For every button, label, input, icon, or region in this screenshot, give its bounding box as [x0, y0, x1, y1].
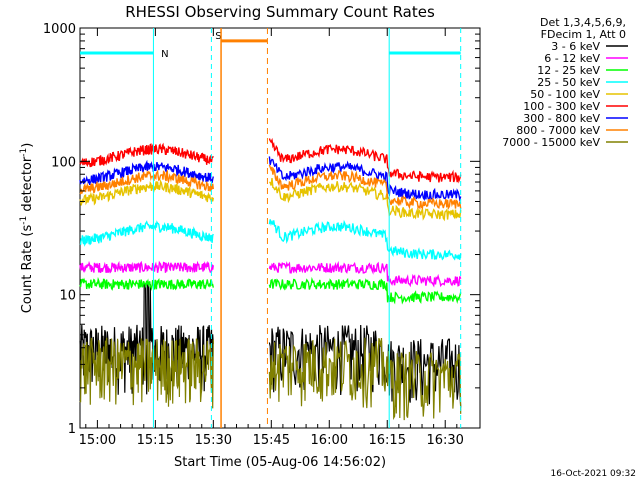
series-25-50-kev	[79, 219, 462, 261]
series-trace	[268, 219, 462, 261]
series-trace	[79, 179, 214, 206]
x-tick-label: 16:15	[369, 433, 406, 448]
x-tick-label: 16:30	[426, 433, 463, 448]
y-axis-label-end: )	[20, 143, 35, 148]
chart-title: RHESSI Observing Summary Count Rates	[125, 3, 435, 21]
axis-ticks: 15:00 15:15 15:30 15:45 16:00 16:15 16:30 1 10 10…	[43, 22, 480, 448]
legend-entry-label: 25 - 50 keV	[537, 76, 600, 89]
legend-entry-label: 12 - 25 keV	[537, 64, 600, 77]
y-axis-label-main: Count Rate (s	[20, 225, 35, 314]
series-800-7000-kev	[79, 164, 462, 211]
saa-label: S	[215, 31, 221, 42]
legend-title: Det 1,3,4,5,6,9,	[540, 16, 626, 29]
series-trace	[268, 164, 462, 211]
y-tick-label: 1000	[43, 22, 76, 37]
legend-entry-label: 6 - 12 keV	[544, 52, 600, 65]
x-tick-label: 16:00	[311, 433, 348, 448]
y-tick-label: 10	[59, 289, 76, 304]
legend: Det 1,3,4,5,6,9,FDecim 1, Att 03 - 6 keV…	[502, 16, 628, 149]
series-trace	[268, 337, 462, 421]
series-trace	[79, 142, 214, 168]
series-trace	[79, 220, 214, 247]
series-50-100-kev	[79, 178, 462, 222]
series-7000-15000-kev	[79, 337, 462, 421]
x-tick-label: 15:00	[79, 433, 116, 448]
series-trace	[268, 276, 462, 305]
x-tick-label: 15:30	[195, 433, 232, 448]
legend-entry-label: 800 - 7000 keV	[516, 124, 600, 137]
y-axis-label-sup2: -1	[19, 148, 29, 157]
legend-entry-label: 7000 - 15000 keV	[502, 136, 600, 149]
timestamp: 16-Oct-2021 09:32	[551, 469, 636, 479]
legend-entry-label: 3 - 6 keV	[551, 40, 600, 53]
series-6-12-kev	[79, 260, 462, 288]
y-axis-label-sup1: -1	[19, 216, 29, 225]
series-trace	[79, 337, 214, 409]
legend-title: FDecim 1, Att 0	[541, 28, 626, 41]
series-100-300-kev	[79, 137, 462, 184]
series-trace	[79, 168, 214, 195]
x-axis-label: Start Time (05-Aug-06 14:56:02)	[174, 455, 386, 470]
y-axis-label-mid: detector	[20, 156, 35, 216]
legend-entry-label: 50 - 100 keV	[530, 88, 600, 101]
series-trace	[79, 159, 214, 186]
x-tick-label: 15:45	[253, 433, 290, 448]
y-tick-label: 100	[51, 155, 76, 170]
x-tick-label: 15:15	[137, 433, 174, 448]
series-trace	[268, 137, 462, 184]
y-axis-label: Count Rate (s-1 detector-1)	[19, 143, 35, 314]
series-trace	[79, 276, 214, 292]
series-trace	[268, 260, 462, 288]
night-label: N	[161, 49, 168, 60]
plot-frame	[79, 27, 481, 429]
legend-entry-label: 300 - 800 keV	[523, 112, 600, 125]
legend-entry-label: 100 - 300 keV	[523, 100, 600, 113]
plot-content: NS	[79, 28, 462, 428]
y-tick-label: 1	[68, 422, 76, 437]
series-trace	[79, 260, 214, 274]
series-12-25-kev	[79, 276, 462, 305]
series-trace	[268, 178, 462, 222]
